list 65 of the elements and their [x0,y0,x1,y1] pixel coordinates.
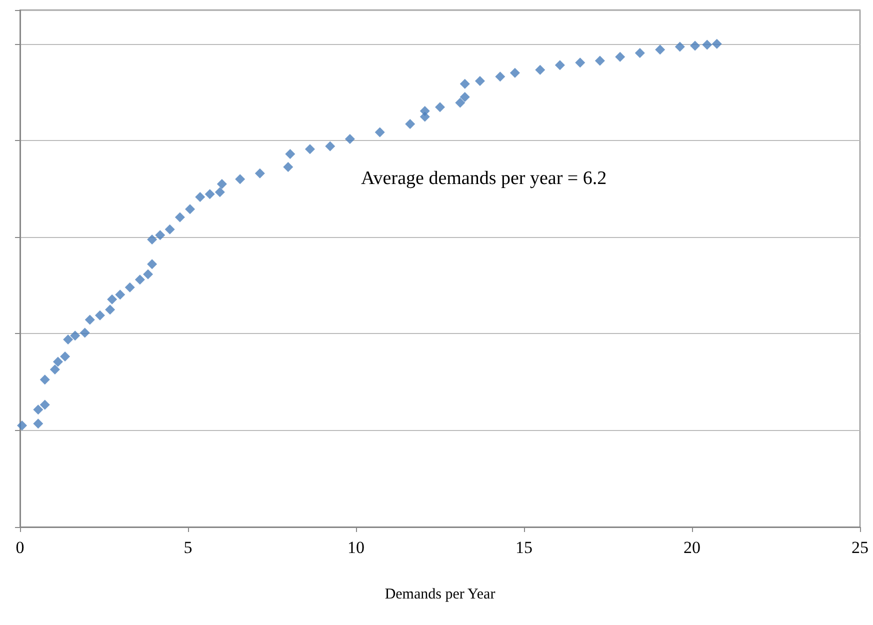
point [460,78,470,89]
point [304,144,315,154]
point [344,134,355,144]
point [185,204,196,214]
point [615,52,626,62]
point [254,168,265,178]
point [164,224,175,234]
point [474,76,485,86]
point [712,38,722,49]
point [214,187,225,198]
point [455,98,466,108]
point [216,178,227,189]
point [460,92,470,102]
point [40,374,50,385]
point [94,310,105,320]
point [147,234,158,245]
point [60,351,70,362]
point [283,162,294,172]
point [147,259,158,270]
x-tick-label: 25 [852,538,868,557]
point [495,72,506,82]
point [52,356,63,367]
point [594,56,605,66]
point [195,192,206,202]
x-tick-label: 5 [184,538,192,557]
point [124,282,135,292]
point [155,230,166,240]
point [554,60,565,70]
point [107,294,118,304]
x-tick-label: 0 [16,538,24,557]
point [70,330,80,341]
point [702,40,712,50]
x-tick-label: 10 [348,538,364,557]
point [420,106,430,116]
point [690,40,700,51]
x-tick-label: 20 [684,538,700,557]
x-axis-title: Demands per Year [384,586,496,602]
point [80,328,90,338]
point [50,364,60,374]
point [143,269,154,280]
x-tick-label: 15 [516,538,532,557]
point [17,420,28,431]
point [33,404,44,415]
point [655,44,666,55]
point [510,68,520,78]
annotation: Average demands per year = 6.2 [361,168,607,189]
point [204,189,215,200]
point [435,102,445,112]
point [325,141,336,152]
point [374,127,385,138]
point [535,64,546,75]
point [84,314,95,325]
point [285,148,296,159]
point [235,174,246,184]
point [115,290,126,300]
point [40,400,50,410]
point [674,42,685,52]
point [575,58,586,68]
point [63,334,74,345]
point [134,274,145,285]
point [174,212,185,222]
point [33,418,44,429]
point [105,304,116,315]
point [634,48,645,58]
point [405,119,416,130]
